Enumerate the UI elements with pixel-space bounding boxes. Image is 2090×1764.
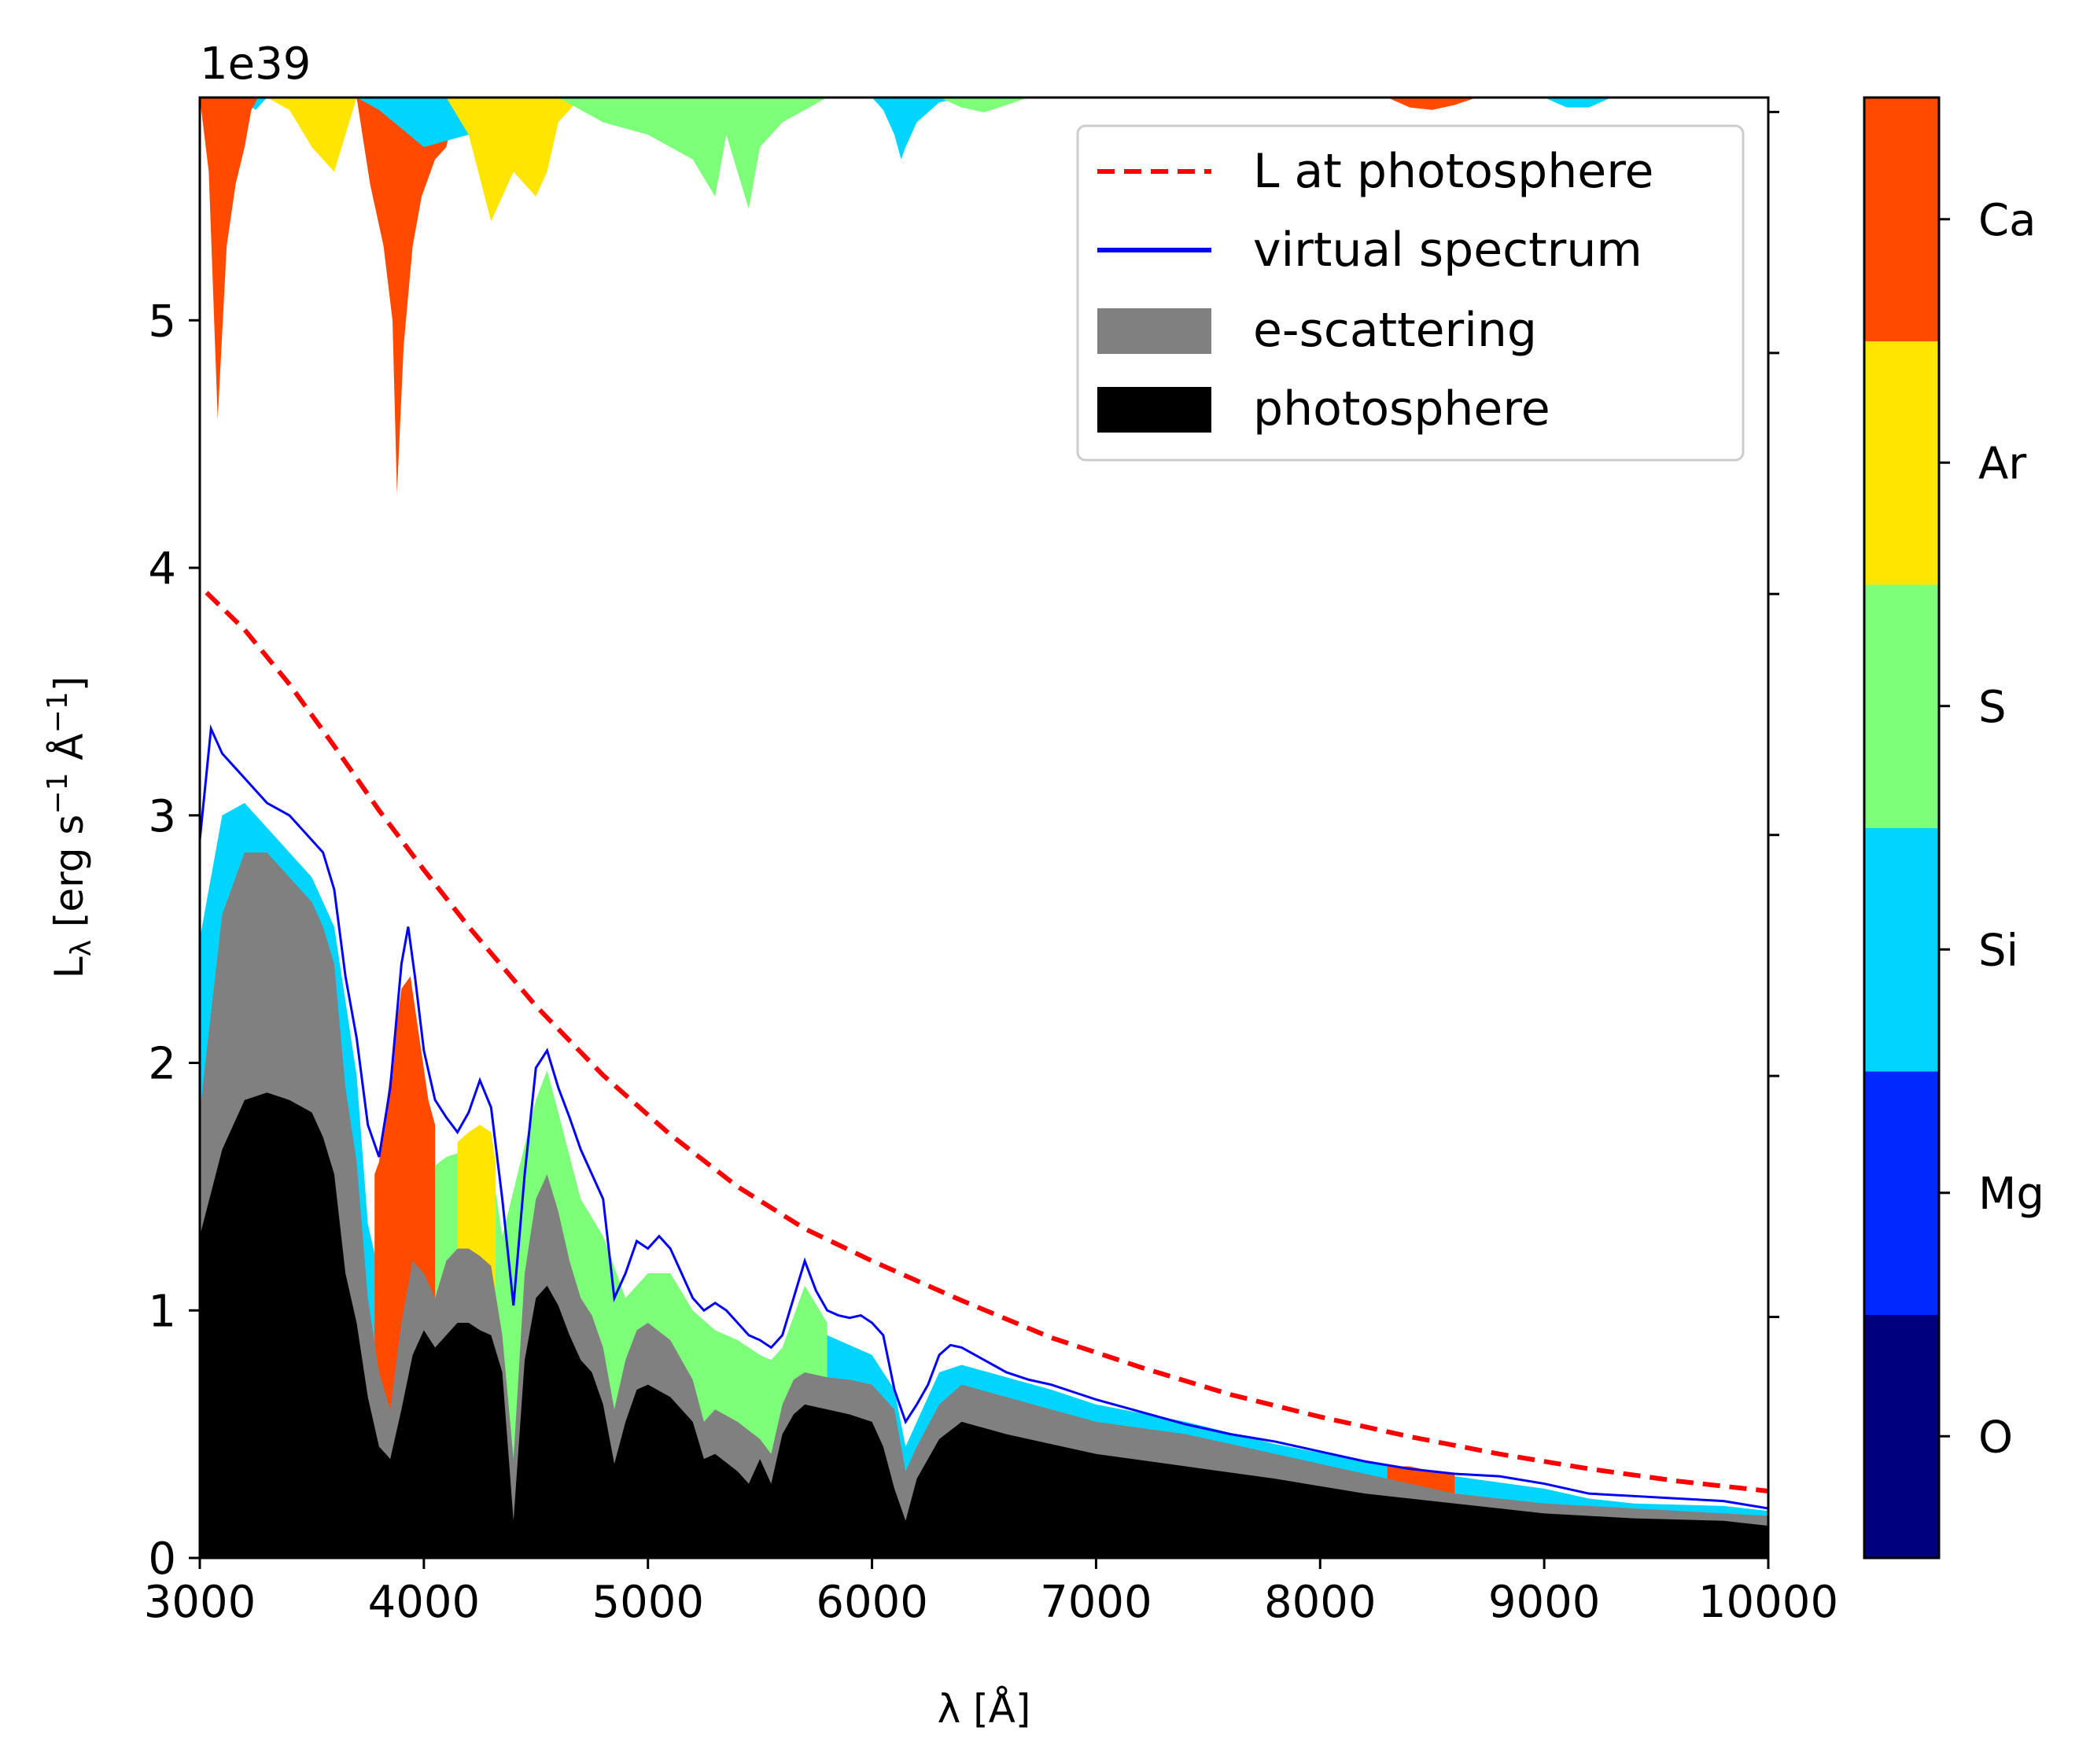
legend-entry-photosphere: photosphere — [1097, 381, 1550, 436]
absorption-s — [558, 98, 828, 209]
fill-layer — [200, 852, 1768, 1558]
colorbar-segment-s — [1864, 584, 1939, 828]
y-tick-label: 2 — [148, 1039, 176, 1090]
y-label-exp1: −1 — [42, 772, 74, 814]
legend-label: e-scattering — [1253, 303, 1537, 358]
y-scale-offset-label: 1e39 — [200, 39, 311, 90]
colorbar-label: Ca — [1978, 195, 2036, 246]
legend-frame — [1076, 124, 1745, 462]
legend-label: L at photosphere — [1253, 144, 1653, 199]
colorbar: O Mg Si S Ar Ca — [1863, 96, 2044, 1560]
plot-area — [200, 98, 1768, 1558]
absorption-ar — [267, 98, 357, 172]
absorption-ca — [200, 98, 259, 420]
colorbar-segment-mg — [1864, 1071, 1939, 1315]
colorbar-label: S — [1978, 682, 2007, 733]
absorption-s — [939, 98, 1029, 112]
absorption-ar — [446, 98, 581, 222]
virtual-spectrum-line — [200, 724, 1768, 1510]
y-axis-ticks: 0 1 2 3 4 5 — [148, 296, 200, 1585]
y-tick-label: 5 — [148, 296, 176, 347]
colorbar-label: Si — [1978, 925, 2018, 976]
colorbar-segment-ca — [1864, 98, 1939, 341]
legend-swatch-black-patch — [1097, 387, 1211, 433]
x-tick-label: 6000 — [816, 1577, 928, 1628]
legend-label: photosphere — [1253, 381, 1550, 436]
y-label-units-close: ] — [46, 676, 92, 692]
legend-label: virtual spectrum — [1253, 223, 1642, 278]
y-tick-label: 1 — [148, 1286, 176, 1337]
x-tick-label: 8000 — [1264, 1577, 1377, 1628]
line-layer — [200, 591, 1768, 1510]
absorption-ca — [1387, 98, 1477, 110]
legend-swatch-grey-patch — [1097, 308, 1211, 354]
x-tick-label: 5000 — [592, 1577, 704, 1628]
right-axis-ticks — [1768, 110, 1779, 1319]
colorbar-frame — [1863, 96, 1941, 1560]
L-at-photosphere-line — [205, 591, 1768, 1494]
absorption-ca — [356, 98, 458, 494]
y-tick-label: 4 — [148, 543, 176, 595]
legend-entry-L-at-photosphere: L at photosphere — [1097, 144, 1653, 199]
colorbar-label: Mg — [1978, 1169, 2044, 1220]
absorption-layer — [200, 98, 1612, 494]
x-tick-label: 4000 — [368, 1577, 481, 1628]
x-tick-label: 7000 — [1040, 1577, 1152, 1628]
y-tick-label: 3 — [148, 791, 176, 842]
photosphere-area — [200, 1092, 1768, 1558]
plot-frame — [198, 96, 1770, 1560]
y-label-exp2: −1 — [42, 691, 74, 733]
absorption-si — [872, 98, 962, 160]
y-label-units-open: [erg s — [46, 815, 92, 941]
y-label-main: L — [46, 956, 92, 978]
absorption-si — [1544, 98, 1612, 108]
x-axis-label: λ [Å] — [938, 1686, 1031, 1732]
colorbar-label: O — [1978, 1412, 2013, 1463]
colorbar-segment-o — [1864, 1314, 1939, 1559]
colorbar-label: Ar — [1978, 438, 2027, 489]
y-label-sub: λ — [65, 940, 98, 956]
colorbar-segment-ar — [1864, 341, 1939, 585]
legend-entry-e-scattering: e-scattering — [1097, 303, 1537, 358]
y-tick-label: 0 — [148, 1534, 176, 1585]
y-axis-label: Lλ [erg s−1 Å−1] — [42, 676, 98, 978]
legend-entry-virtual-spectrum: virtual spectrum — [1097, 223, 1642, 278]
colorbar-segment-si — [1864, 827, 1939, 1072]
x-axis-ticks: 3000 4000 5000 6000 7000 8000 9000 10000 — [144, 1558, 1838, 1628]
x-tick-label: 3000 — [144, 1577, 256, 1628]
legend: L at photosphere virtual spectrum e-scat… — [1076, 124, 1745, 462]
y-label-units-mid: Å — [46, 733, 92, 772]
x-tick-label: 10000 — [1698, 1577, 1838, 1628]
x-tick-label: 9000 — [1488, 1577, 1601, 1628]
